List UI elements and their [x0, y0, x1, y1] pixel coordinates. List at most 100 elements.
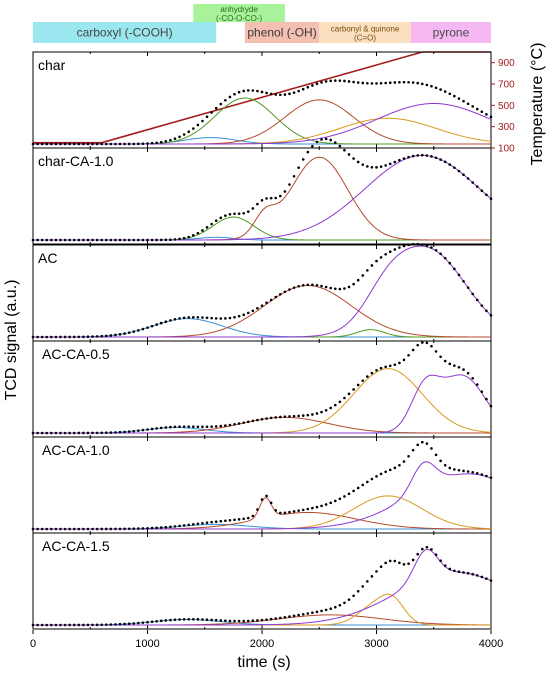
- envelope-point: [343, 80, 346, 83]
- envelope-point: [45, 432, 48, 435]
- envelope-point: [32, 432, 35, 435]
- envelope-point: [471, 377, 474, 380]
- envelope-point: [371, 264, 374, 267]
- envelope-point: [110, 334, 113, 337]
- peak-pyrone: [33, 246, 491, 337]
- envelope-point: [252, 89, 255, 92]
- envelope-point: [394, 467, 397, 470]
- envelope-point: [174, 137, 177, 140]
- envelope-point: [206, 116, 209, 119]
- temperature-line: [33, 52, 491, 143]
- envelope-point: [444, 464, 447, 467]
- panel-frame: [33, 245, 491, 341]
- envelope-point: [448, 363, 451, 366]
- envelope-point: [485, 309, 488, 312]
- envelope-dots: [32, 79, 493, 145]
- envelope-point: [91, 624, 94, 627]
- envelope-point: [334, 79, 337, 82]
- envelope-point: [471, 471, 474, 474]
- envelope-point: [119, 528, 122, 531]
- envelope-point: [288, 415, 291, 418]
- envelope-point: [407, 562, 410, 565]
- envelope-point: [110, 239, 113, 242]
- y-axis-title: TCD signal (a.u.): [3, 280, 20, 401]
- envelope-point: [252, 207, 255, 210]
- envelope-point: [444, 90, 447, 93]
- envelope-point: [435, 156, 438, 159]
- envelope-point: [45, 239, 48, 242]
- envelope-point: [481, 110, 484, 113]
- envelope-point: [288, 93, 291, 96]
- envelope-point: [64, 143, 67, 146]
- envelope-point: [100, 239, 103, 242]
- y2-tick-label: 300: [498, 122, 515, 133]
- envelope-point: [192, 523, 195, 526]
- envelope-point: [320, 505, 323, 508]
- envelope-point: [229, 213, 232, 216]
- envelope-point: [380, 82, 383, 85]
- envelope-point: [105, 623, 108, 626]
- envelope-point: [398, 159, 401, 162]
- envelope-point: [215, 317, 218, 320]
- envelope-point: [371, 166, 374, 169]
- envelope-point: [160, 322, 163, 325]
- envelope-point: [279, 416, 282, 419]
- envelope-point: [87, 335, 90, 338]
- envelope-point: [297, 285, 300, 288]
- envelope-point: [352, 157, 355, 160]
- envelope-point: [375, 475, 378, 478]
- envelope-point: [50, 143, 53, 146]
- envelope-point: [110, 528, 113, 531]
- envelope-point: [36, 143, 39, 146]
- x-tick-label: 3000: [364, 638, 388, 650]
- envelope-point: [274, 93, 277, 96]
- envelope-point: [100, 335, 103, 338]
- envelope-point: [490, 405, 493, 408]
- envelope-point: [476, 185, 479, 188]
- envelope-point: [481, 304, 484, 307]
- envelope-point: [485, 113, 488, 116]
- envelope-point: [444, 161, 447, 164]
- envelope-point: [462, 100, 465, 103]
- envelope-point: [265, 92, 268, 95]
- envelope-point: [366, 481, 369, 484]
- envelope-point: [123, 528, 126, 531]
- envelope-point: [55, 432, 58, 435]
- envelope-point: [407, 81, 410, 84]
- envelope-point: [146, 326, 149, 329]
- envelope-point: [219, 103, 222, 106]
- envelope-point: [439, 460, 442, 463]
- envelope-point: [439, 158, 442, 161]
- envelope-point: [343, 149, 346, 152]
- envelope-point: [197, 124, 200, 127]
- envelope-point: [96, 432, 99, 435]
- panel-label: char-CA-1.0: [38, 153, 114, 169]
- envelope-point: [174, 525, 177, 528]
- envelope-point: [201, 425, 204, 428]
- envelope-point: [462, 173, 465, 176]
- envelope-point: [73, 624, 76, 627]
- envelope-point: [279, 617, 282, 620]
- envelope-point: [325, 503, 328, 506]
- envelope-point: [297, 90, 300, 93]
- envelope-point: [361, 82, 364, 85]
- envelope-point: [183, 618, 186, 621]
- envelope-point: [403, 359, 406, 362]
- envelope-point: [183, 524, 186, 527]
- envelope-point: [357, 279, 360, 282]
- envelope-point: [412, 81, 415, 84]
- envelope-point: [416, 553, 419, 556]
- envelope-point: [458, 469, 461, 472]
- envelope-point: [187, 524, 190, 527]
- temperature-profile: [33, 52, 491, 143]
- envelope-point: [270, 197, 273, 200]
- envelope-point: [320, 138, 323, 141]
- envelope-point: [183, 237, 186, 240]
- envelope-point: [307, 86, 310, 89]
- envelope-point: [407, 244, 410, 247]
- envelope-point: [36, 239, 39, 242]
- envelope-point: [201, 618, 204, 621]
- envelope-point: [453, 166, 456, 169]
- envelope-point: [82, 528, 85, 531]
- envelope-point: [151, 239, 154, 242]
